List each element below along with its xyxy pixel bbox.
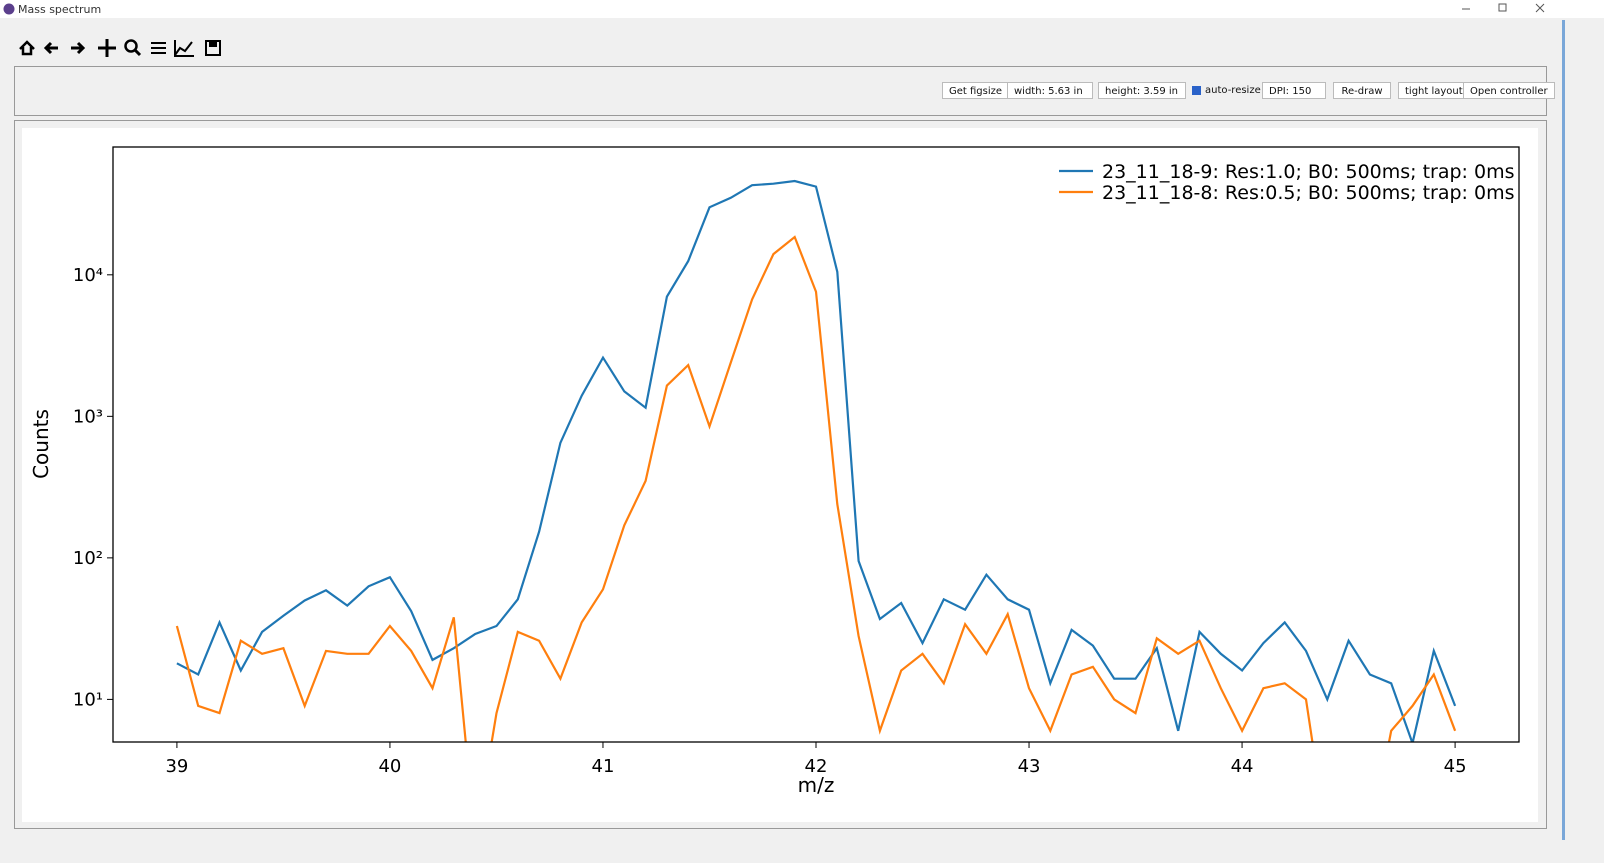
plot-frame bbox=[112, 146, 1520, 743]
open-controller-button[interactable]: Open controller bbox=[1463, 82, 1555, 99]
x-tick-label: 45 bbox=[1444, 756, 1467, 777]
data-line bbox=[176, 179, 1457, 742]
checkbox-mark bbox=[1192, 86, 1201, 95]
zoom-button[interactable] bbox=[124, 39, 142, 57]
y-tick-label: 10² bbox=[73, 548, 103, 569]
forward-button[interactable] bbox=[71, 41, 86, 55]
x-axis-label: m/z bbox=[798, 773, 835, 797]
redraw-button[interactable]: Re-draw bbox=[1333, 82, 1391, 99]
save-button[interactable] bbox=[205, 40, 221, 56]
back-button[interactable] bbox=[43, 41, 58, 55]
data-line bbox=[175, 235, 1457, 742]
x-tick-label: 43 bbox=[1018, 756, 1041, 777]
width-spinbox[interactable]: width: 5.63 in bbox=[1007, 82, 1093, 99]
legend-label: 23_11_18-9: Res:1.0; B0: 500ms; trap: 0m… bbox=[1102, 161, 1515, 183]
pan-button[interactable] bbox=[98, 39, 116, 57]
title-bar: Mass spectrum bbox=[0, 0, 1604, 18]
y-tick-label: 10⁴ bbox=[73, 265, 103, 286]
axes-button[interactable] bbox=[174, 40, 194, 57]
x-tick-label: 42 bbox=[805, 756, 828, 777]
y-tick-label: 10¹ bbox=[73, 689, 103, 710]
y-axis-label: Counts bbox=[29, 409, 53, 479]
app-icon bbox=[3, 3, 15, 15]
legend-label: 23_11_18-8: Res:0.5; B0: 500ms; trap: 0m… bbox=[1102, 182, 1515, 204]
auto-resize-checkbox[interactable]: auto-resize bbox=[1205, 85, 1261, 96]
tight-layout-button[interactable]: tight layout bbox=[1398, 82, 1470, 99]
chart: m/z Counts 39 40 41 42 43 44 45 10¹ 10² 10³ 10⁴ 23_… bbox=[22, 128, 1538, 822]
window-title: Mass spectrum bbox=[18, 3, 102, 16]
get-figsize-button[interactable]: Get figsize bbox=[942, 82, 1010, 99]
height-spinbox[interactable]: height: 3.59 in bbox=[1098, 82, 1186, 99]
x-tick-label: 44 bbox=[1231, 756, 1254, 777]
figure-frame bbox=[14, 120, 1547, 829]
dpi-spinbox[interactable]: DPI: 150 bbox=[1262, 82, 1326, 99]
x-tick-label: 39 bbox=[165, 756, 188, 777]
scrollbar[interactable] bbox=[1562, 20, 1565, 840]
toolbar bbox=[19, 39, 221, 57]
y-tick-label: 10³ bbox=[73, 406, 103, 427]
x-tick-label: 41 bbox=[592, 756, 615, 777]
configure-button[interactable] bbox=[151, 42, 166, 54]
x-tick-label: 40 bbox=[378, 756, 401, 777]
window-buttons[interactable] bbox=[1455, 0, 1595, 18]
home-button[interactable] bbox=[19, 40, 35, 56]
